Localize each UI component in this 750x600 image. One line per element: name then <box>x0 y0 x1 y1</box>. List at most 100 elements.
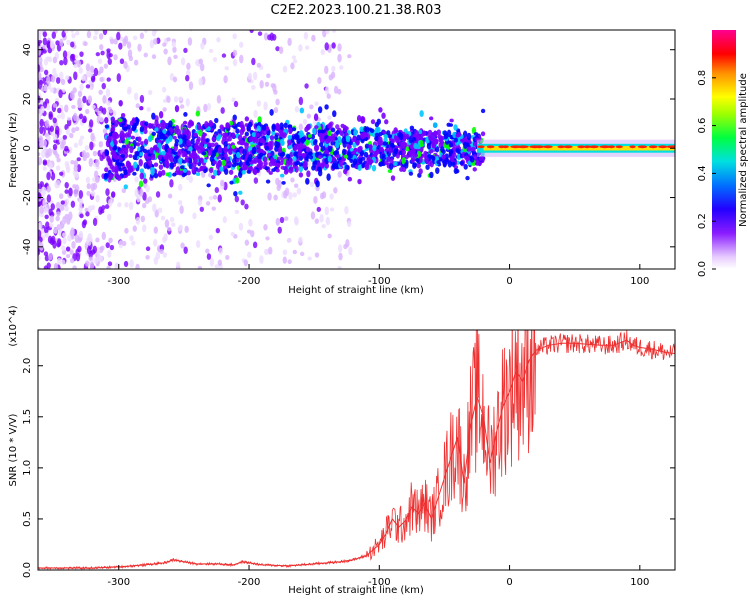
spectrogram-cell <box>327 146 333 152</box>
spectrogram-cell <box>211 149 217 157</box>
spectrogram-cell <box>331 156 336 162</box>
spectrogram-cell <box>317 106 323 114</box>
spectrogram-cell <box>335 154 341 159</box>
spectrogram-cell <box>390 175 396 181</box>
spectrogram-cell <box>317 154 323 160</box>
spectrogram-cell <box>162 107 167 112</box>
spectrogram-cell <box>126 133 132 138</box>
spectrogram-cell <box>199 166 204 171</box>
spectrogram-cell <box>43 251 49 257</box>
carrier-peak <box>629 145 636 149</box>
spectrogram-cell <box>153 226 158 234</box>
spectrogram-cell <box>177 148 183 155</box>
spectrogram-cell <box>186 62 191 71</box>
spectrogram-cell <box>274 145 279 152</box>
spectrogram-cell <box>64 181 69 189</box>
spectrogram-cell <box>269 135 275 141</box>
spectrogram-cell <box>434 145 440 153</box>
spectrogram-cell <box>360 132 365 140</box>
spectrogram-cell <box>292 59 298 64</box>
spectrogram-cell <box>465 175 470 181</box>
spectrogram-cell <box>108 132 113 137</box>
spectrogram-cell <box>374 121 380 128</box>
spectrogram-cell <box>126 89 132 95</box>
spectrogram-cell <box>130 135 136 140</box>
spectrogram-cell <box>169 161 174 169</box>
spectrogram-cell <box>257 116 262 124</box>
carrier-peak <box>557 145 565 149</box>
spectrogram-cell <box>73 159 79 168</box>
spectrogram-cell <box>353 158 358 166</box>
spectrogram-cell <box>64 145 69 152</box>
spectrogram-cell <box>253 157 258 164</box>
spectrogram-cell <box>87 233 92 240</box>
spectrogram-cell <box>435 167 440 175</box>
spectrogram-cell <box>215 227 221 234</box>
spectrogram-cell <box>219 166 224 172</box>
spectrogram-cell <box>221 159 227 167</box>
spectrogram-cell <box>185 74 190 82</box>
spectrogram-cell <box>112 146 117 151</box>
spectrogram-cell <box>128 154 133 159</box>
spectrogram-cell <box>132 35 138 41</box>
spectrogram-cell <box>127 167 132 173</box>
spectrogram-cell <box>182 127 187 135</box>
spectrogram-cell <box>228 120 234 126</box>
spectrogram-cell <box>78 189 84 199</box>
spectrogram-cell <box>324 65 329 75</box>
spectrogram-cell <box>101 82 106 90</box>
spectrogram-cell <box>59 171 64 176</box>
spectrogram-cell <box>252 241 258 249</box>
spectrogram-cell <box>163 48 168 55</box>
spectrogram-cell <box>275 217 280 226</box>
spectrogram-cell <box>425 164 430 170</box>
spectrogram-cell <box>155 251 161 260</box>
spectrogram-cell <box>271 124 276 132</box>
spectrogram-cell <box>98 89 103 95</box>
spectrogram-marks <box>38 30 675 269</box>
spectrogram-cell <box>55 125 60 135</box>
spectrogram-cell <box>279 122 284 130</box>
spectrogram-cell <box>39 126 44 134</box>
spectrogram-cell <box>383 134 388 139</box>
spectrogram-cell <box>133 161 138 169</box>
spectrogram-cell <box>74 171 79 179</box>
spectrogram-cell <box>263 160 268 167</box>
spectrogram-cell <box>381 153 386 158</box>
spectrogram-cell <box>123 169 128 176</box>
spectrogram-cell <box>174 105 180 113</box>
spectrogram-cell <box>344 126 349 131</box>
spectrogram-cell <box>230 232 235 237</box>
spectrogram-cell <box>321 223 326 229</box>
spectrogram-cell <box>429 171 434 179</box>
spectrogram-cell <box>66 50 72 59</box>
spectrogram-cell <box>118 99 123 107</box>
snr-x-ticks: -300 -200 -100 0 100 <box>107 565 649 588</box>
spectrogram-cell <box>60 112 65 120</box>
spectrogram-cell <box>206 183 211 188</box>
spectrogram-cell <box>298 123 304 131</box>
spectrogram-cell <box>95 159 100 167</box>
spectrogram-cell <box>161 86 167 93</box>
spectrogram-cell <box>324 42 329 51</box>
spectrogram-cell <box>473 132 479 136</box>
spectrogram-cell <box>264 145 270 151</box>
spectrogram-cell <box>95 194 100 203</box>
spectrogram-cell <box>258 162 263 171</box>
y-tick-label: 1.5 <box>22 409 33 425</box>
spectrogram-cell <box>47 56 53 63</box>
spectrogram-cell <box>84 207 89 212</box>
spectrogram-cell <box>148 89 153 95</box>
spectrogram-cell <box>38 47 42 56</box>
spectrogram-cell <box>52 143 58 151</box>
spectrogram-cell <box>77 97 82 107</box>
spectrogram-cell <box>48 113 53 120</box>
spectrogram-cell <box>126 41 132 49</box>
spectrogram-cell <box>38 161 41 166</box>
spectrogram-cell <box>388 163 394 171</box>
spectrogram-cell <box>66 116 72 121</box>
spectrogram-cell <box>387 169 393 174</box>
y-tick-label: 2.0 <box>22 358 33 374</box>
spectrogram-cell <box>59 38 64 47</box>
spectrogram-cell <box>217 128 222 134</box>
